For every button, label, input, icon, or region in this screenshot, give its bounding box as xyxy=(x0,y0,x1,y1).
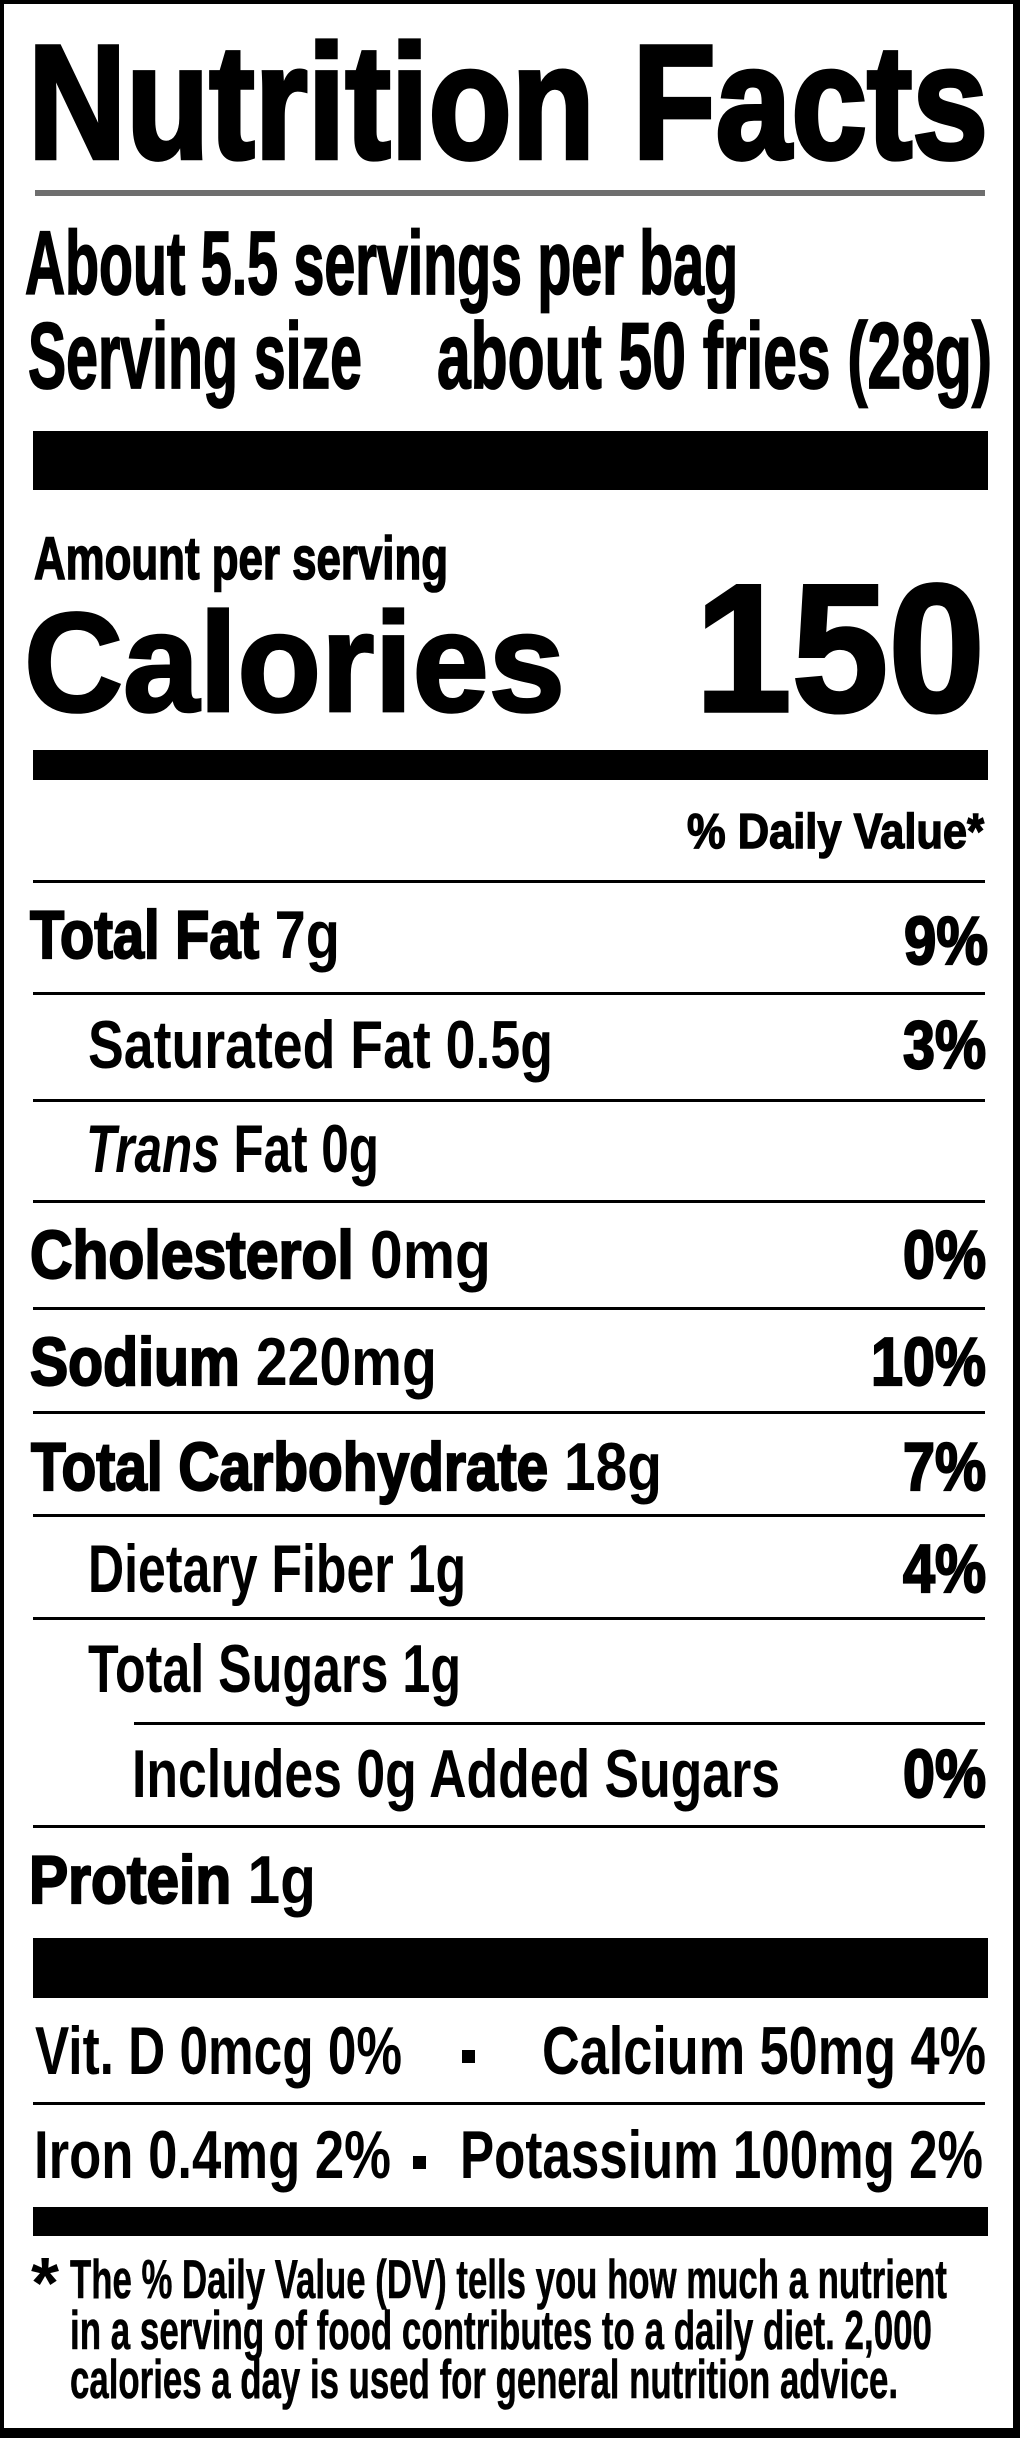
svg-text:0%: 0% xyxy=(903,1217,986,1293)
svg-text:Calories: Calories xyxy=(24,583,565,741)
svg-text:Total Carbohydrate 18g: Total Carbohydrate 18g xyxy=(31,1429,662,1505)
svg-text:Vit. D 0mcg 0%: Vit. D 0mcg 0% xyxy=(35,2013,402,2089)
svg-text:Total Fat 7g: Total Fat 7g xyxy=(30,897,340,973)
svg-text:% Daily Value*: % Daily Value* xyxy=(687,805,985,859)
svg-text:Dietary Fiber 1g: Dietary Fiber 1g xyxy=(88,1531,466,1607)
svg-text:Sodium 220mg: Sodium 220mg xyxy=(30,1324,437,1400)
svg-text:*: * xyxy=(31,2244,59,2324)
svg-text:The % Daily Value (DV) tells y: The % Daily Value (DV) tells you how muc… xyxy=(70,2248,947,2310)
svg-text:calories a day is used for gen: calories a day is used for general nutri… xyxy=(70,2348,898,2410)
svg-text:150: 150 xyxy=(695,546,985,750)
svg-text:0%: 0% xyxy=(903,1736,986,1812)
svg-text:Amount per serving: Amount per serving xyxy=(34,525,448,592)
svg-text:4%: 4% xyxy=(903,1531,986,1607)
svg-text:Includes 0g Added Sugars: Includes 0g Added Sugars xyxy=(132,1736,780,1812)
svg-text:Calcium 50mg 4%: Calcium 50mg 4% xyxy=(542,2013,986,2089)
svg-text:Cholesterol 0mg: Cholesterol 0mg xyxy=(30,1217,491,1293)
svg-text:9%: 9% xyxy=(904,903,988,979)
svg-text:Iron 0.4mg 2%: Iron 0.4mg 2% xyxy=(34,2117,391,2193)
svg-text:Total Sugars 1g: Total Sugars 1g xyxy=(88,1631,461,1707)
svg-text:Potassium 100mg 2%: Potassium 100mg 2% xyxy=(460,2117,983,2193)
svg-text:10%: 10% xyxy=(871,1324,986,1400)
svg-text:About 5.5 servings per bag: About 5.5 servings per bag xyxy=(25,214,738,314)
svg-text:Protein 1g: Protein 1g xyxy=(29,1842,316,1918)
svg-text:Trans Fat 0g: Trans Fat 0g xyxy=(86,1111,379,1187)
svg-text:about 50 fries (28g): about 50 fries (28g) xyxy=(437,303,992,408)
svg-text:Serving size: Serving size xyxy=(28,303,362,408)
svg-text:3%: 3% xyxy=(903,1007,986,1083)
svg-text:Saturated Fat 0.5g: Saturated Fat 0.5g xyxy=(88,1007,553,1083)
svg-text:7%: 7% xyxy=(903,1429,986,1505)
svg-text:in a serving of food contribut: in a serving of food contributes to a da… xyxy=(70,2299,932,2361)
svg-text:Nutrition Facts: Nutrition Facts xyxy=(28,12,988,193)
